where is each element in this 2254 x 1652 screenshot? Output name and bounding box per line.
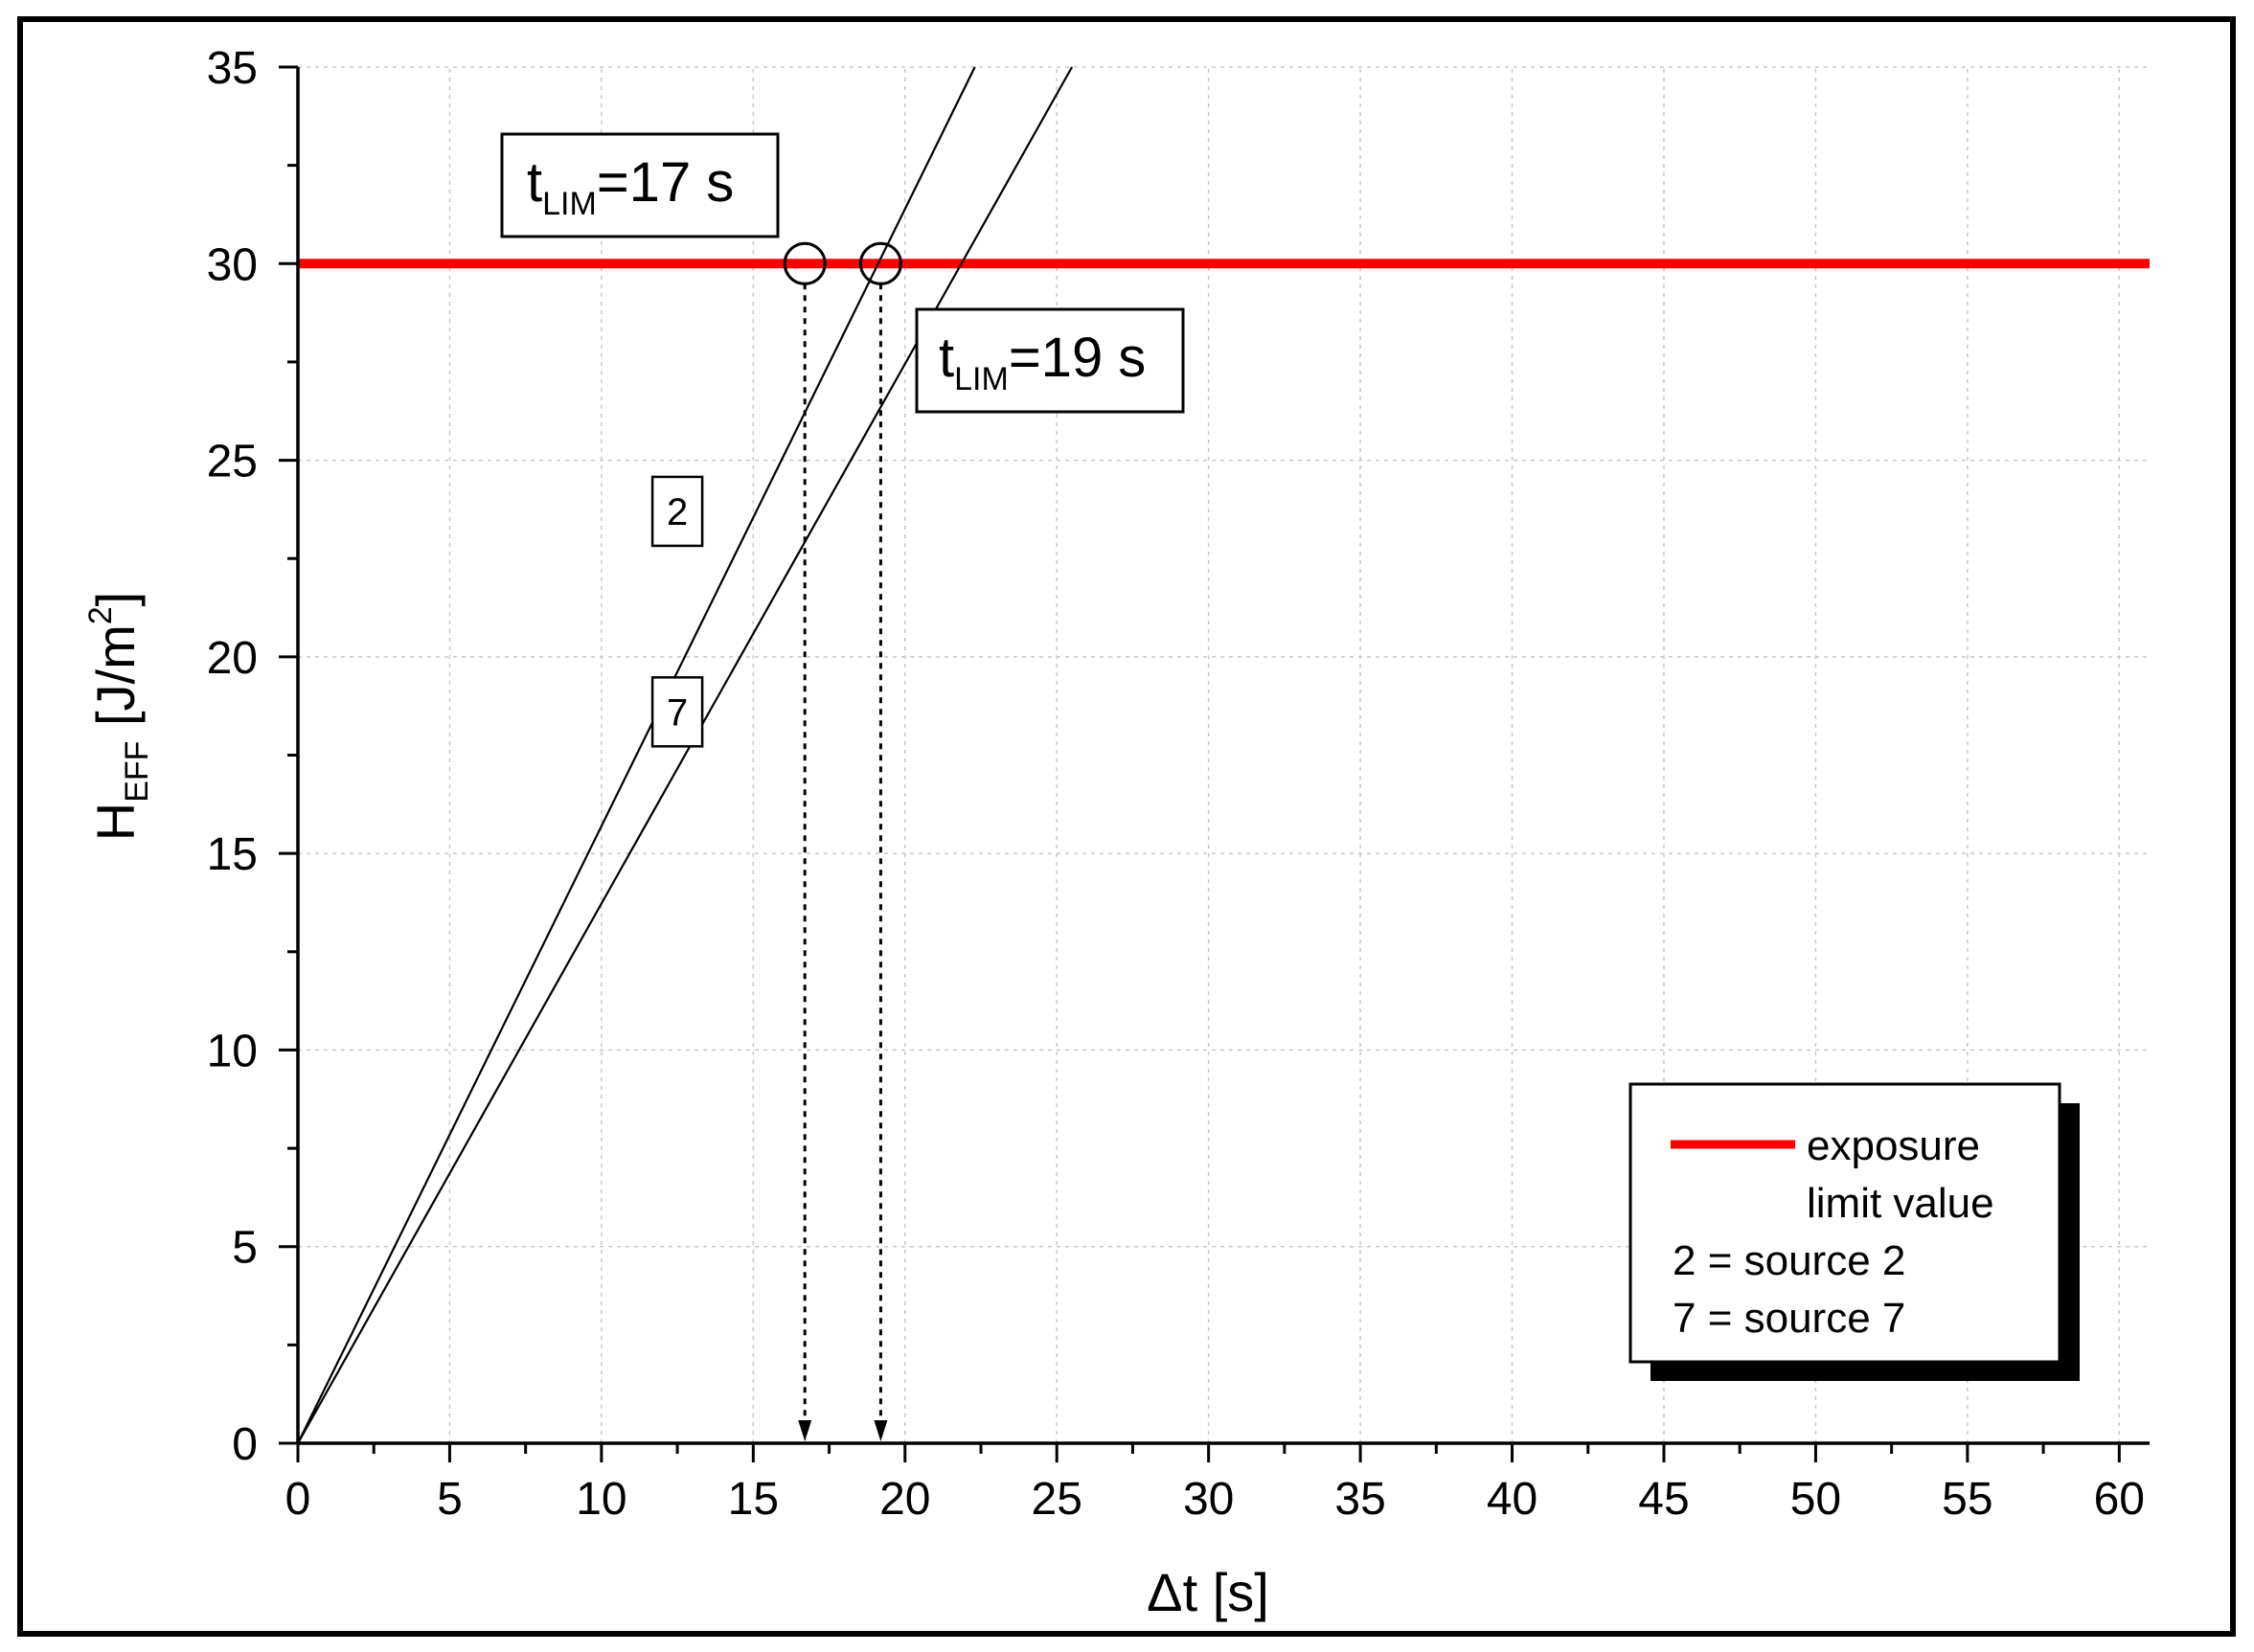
y-axis-title-sub: EFF — [119, 741, 155, 803]
x-tick-label: 40 — [1487, 1474, 1537, 1525]
drop-arrow-0 — [798, 1420, 812, 1441]
x-tick-label: 50 — [1790, 1474, 1841, 1525]
x-tick-label: 55 — [1942, 1474, 1992, 1525]
y-tick-label: 20 — [207, 633, 258, 684]
curve-tag-box-2 — [650, 475, 704, 548]
annotation-rest: =17 s — [597, 151, 735, 214]
curves-layer — [297, 66, 1074, 1444]
legend-item-source-7: 7 = source 7 — [1673, 1295, 1905, 1342]
legend: exposure limit value 2 = source 2 7 = so… — [1628, 1082, 2080, 1381]
x-tick-label: 0 — [285, 1474, 311, 1525]
annotation-main: t — [939, 327, 954, 389]
axes — [279, 65, 2150, 1462]
annotation-box-tlim-19: tLIM=19 s — [915, 307, 1185, 414]
x-tick-label: 10 — [576, 1474, 626, 1525]
drop-arrow-1 — [874, 1420, 888, 1441]
annotation-text-tlim-19: tLIM=19 s — [939, 327, 1146, 397]
annotation-sub: LIM — [954, 361, 1009, 397]
x-tick-label: 5 — [437, 1474, 463, 1525]
y-tick-label: 10 — [207, 1026, 258, 1076]
y-tick-label: 15 — [207, 829, 258, 880]
y-tick-label: 5 — [232, 1223, 258, 1274]
tick-labels: 0 5 10 15 20 25 30 35 40 45 50 55 60 0 5 10 15 20 25 30 35 — [207, 43, 2145, 1525]
curve-tag-label-7: 7 — [667, 691, 688, 734]
y-axis-title-units: [J/m — [85, 624, 146, 740]
series-line-7 — [297, 66, 1074, 1444]
x-tick-label: 35 — [1334, 1474, 1385, 1525]
x-tick-label: 25 — [1032, 1474, 1082, 1525]
legend-item-source-2: 2 = source 2 — [1673, 1237, 1905, 1284]
y-axis-title: HEFF [J/m2] — [82, 592, 155, 841]
y-tick-label: 30 — [207, 239, 258, 290]
y-axis-title-sup: 2 — [82, 606, 119, 624]
x-tick-label: 15 — [728, 1474, 779, 1525]
annotation-text-tlim-17: tLIM=17 s — [527, 151, 734, 222]
legend-box — [1628, 1082, 2061, 1364]
x-tick-label: 30 — [1183, 1474, 1234, 1525]
annotation-box-frame — [915, 307, 1185, 414]
annotation-main: t — [527, 151, 542, 214]
y-tick-label: 25 — [207, 437, 258, 487]
y-tick-label: 0 — [232, 1419, 258, 1470]
legend-label-limit-value: limit value — [1807, 1180, 1994, 1227]
x-tick-label: 20 — [879, 1474, 930, 1525]
annotation-box-frame — [500, 132, 780, 238]
annotation-box-tlim-17: tLIM=17 s — [500, 132, 780, 238]
annotation-rest: =19 s — [1009, 327, 1147, 389]
curve-tag-label-2: 2 — [667, 491, 688, 533]
x-tick-label: 45 — [1638, 1474, 1689, 1525]
curve-tag-box-7 — [650, 676, 704, 748]
y-axis-title-main: H — [85, 803, 146, 841]
x-tick-label: 60 — [2094, 1474, 2145, 1525]
curve-tags: 27 — [650, 475, 704, 748]
series-line-2 — [297, 66, 976, 1444]
y-axis-title-units-end: ] — [85, 592, 146, 607]
y-tick-label: 35 — [207, 43, 258, 94]
intersection-markers — [783, 241, 902, 1441]
annotation-sub: LIM — [542, 186, 597, 222]
x-axis-title: Δt [s] — [1147, 1562, 1269, 1622]
legend-label-exposure: exposure — [1807, 1122, 1980, 1169]
